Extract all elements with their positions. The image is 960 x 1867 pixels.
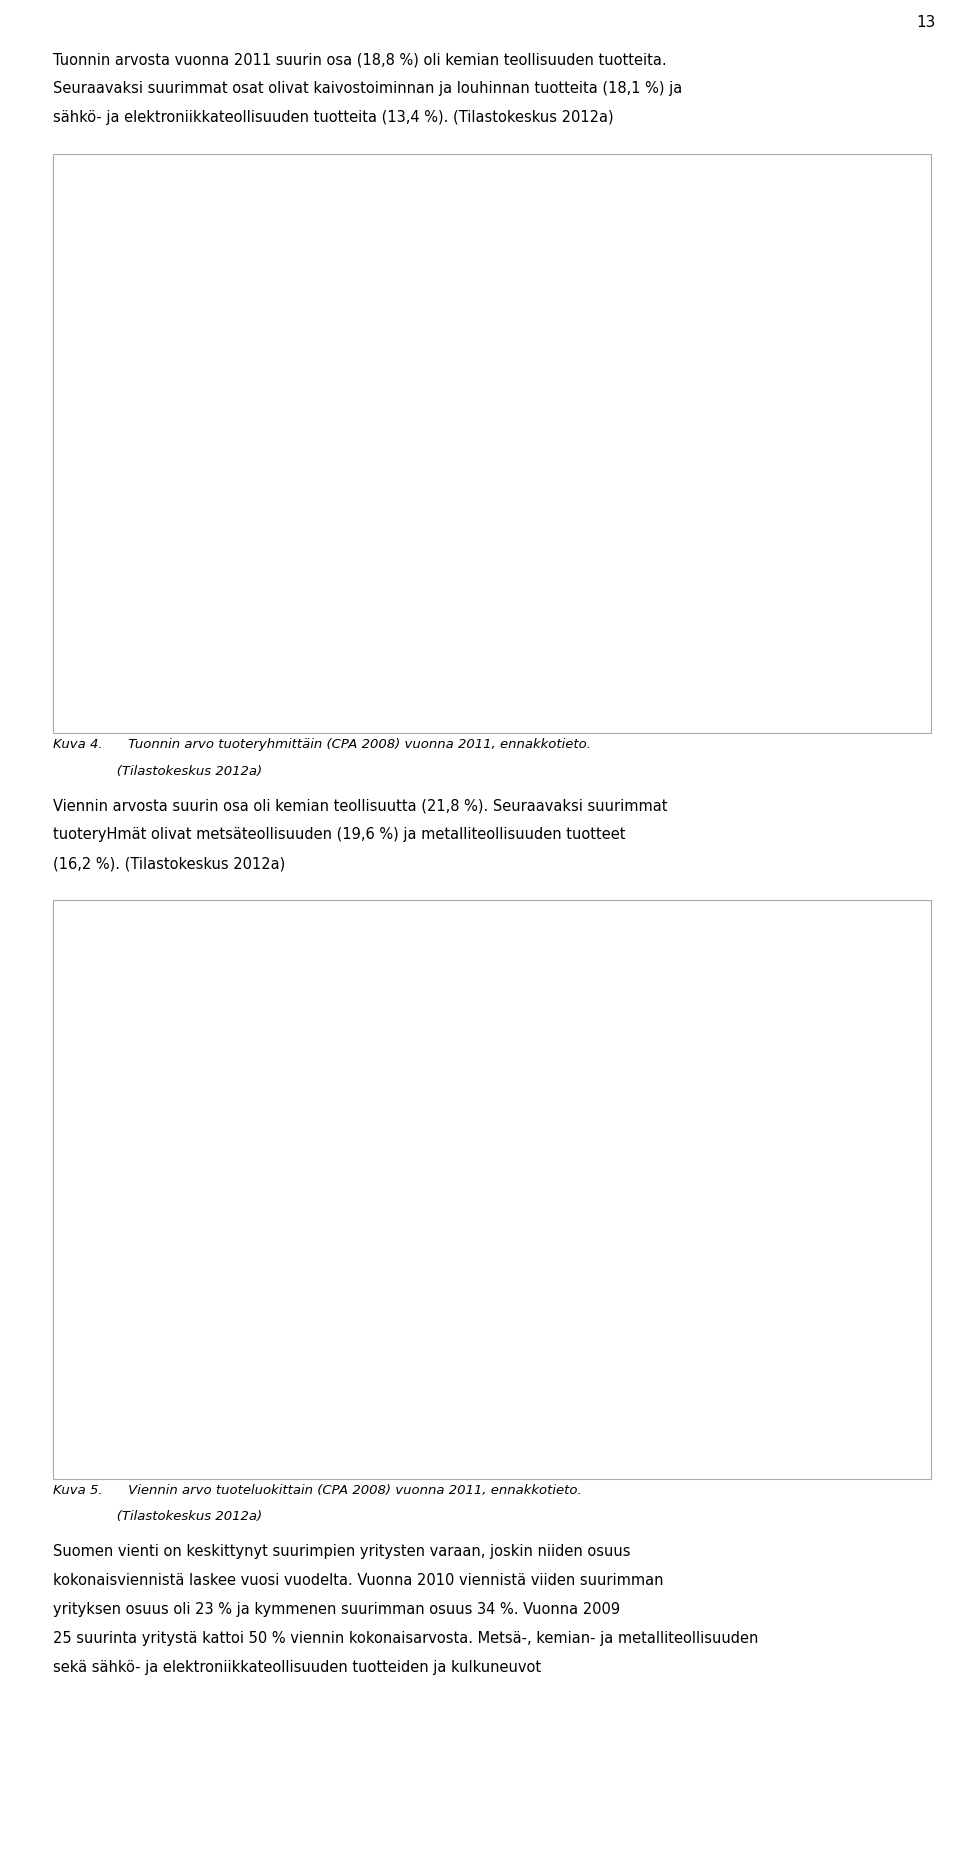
Wedge shape [295, 248, 470, 439]
Text: (Tilastokeskus 2012a): (Tilastokeskus 2012a) [53, 1510, 262, 1523]
Text: sähkö- ja elektroniikkateollisuuden tuotteita (13,4 %). (Tilastokeskus 2012a): sähkö- ja elektroniikkateollisuuden tuot… [53, 110, 613, 125]
Text: Kuva 4.      Tuonnin arvo tuoteryhmittäin (CPA 2008) vuonna 2011, ennakkotieto.: Kuva 4. Tuonnin arvo tuoteryhmittäin (CP… [53, 739, 590, 751]
Text: (16,2 %). (Tilastokeskus 2012a): (16,2 %). (Tilastokeskus 2012a) [53, 855, 285, 872]
Text: 18,8 %: 18,8 % [371, 317, 420, 332]
Text: 13,4 %: 13,4 % [348, 558, 396, 571]
Text: (Tilastokeskus 2012a): (Tilastokeskus 2012a) [53, 765, 262, 777]
Text: 18,1 %: 18,1 % [429, 456, 478, 470]
Text: 13,4 %: 13,4 % [112, 1150, 160, 1165]
Text: sekä sähkö- ja elektroniikkateollisuuden tuotteiden ja kulkuneuvot: sekä sähkö- ja elektroniikkateollisuuden… [53, 1660, 540, 1675]
Wedge shape [295, 995, 481, 1186]
Wedge shape [196, 439, 295, 629]
Wedge shape [105, 248, 295, 538]
Text: 13,9 %: 13,9 % [138, 1262, 187, 1275]
Wedge shape [208, 1186, 393, 1374]
Text: Kuva 5.      Viennin arvo tuoteluokittain (CPA 2008) vuonna 2011, ennakkotieto.: Kuva 5. Viennin arvo tuoteluokittain (CP… [53, 1484, 582, 1497]
Text: 21,8 %: 21,8 % [381, 1072, 429, 1087]
Text: yrityksen osuus oli 23 % ja kymmenen suurimman osuus 34 %. Vuonna 2009: yrityksen osuus oli 23 % ja kymmenen suu… [53, 1602, 620, 1617]
Text: kokonaisviennistä laskee vuosi vuodelta. Vuonna 2010 viennistä viiden suurimman: kokonaisviennistä laskee vuosi vuodelta.… [53, 1572, 663, 1589]
Legend: Kemian teollisuuden tuotteet, Kaivostoiminnan ja louhinnan
tuotteet, Sähkö- ja
e: Kemian teollisuuden tuotteet, Kaivostoim… [551, 179, 772, 362]
Text: 19,6 %: 19,6 % [420, 1232, 468, 1247]
Wedge shape [291, 439, 434, 629]
Wedge shape [140, 995, 295, 1186]
Wedge shape [295, 366, 485, 568]
Wedge shape [105, 1075, 295, 1227]
Text: 16,2 %: 16,2 % [300, 1314, 348, 1327]
Text: 15,2 %: 15,2 % [183, 1057, 232, 1070]
Text: Tuonnin arvosta vuonna 2011 suurin osa (18,8 %) oli kemian teollisuuden tuotteit: Tuonnin arvosta vuonna 2011 suurin osa (… [53, 52, 666, 67]
Text: Viennin arvosta suurin osa oli kemian teollisuutta (21,8 %). Seuraavaksi suurimm: Viennin arvosta suurin osa oli kemian te… [53, 799, 667, 814]
Text: 8,4 %: 8,4 % [217, 564, 256, 577]
Text: 7,5 %: 7,5 % [159, 528, 199, 543]
Legend: Kemian teollisuuden tuotteet, Metsäteollisuuden tuotteet, Metallit ja metallituo: Kemian teollisuuden tuotteet, Metsäteoll… [551, 926, 802, 1077]
Wedge shape [109, 1186, 295, 1354]
Text: tuoteryHmät olivat metsäteollisuuden (19,6 %) ja metalliteollisuuden tuotteet: tuoteryHmät olivat metsäteollisuuden (19… [53, 827, 625, 842]
Wedge shape [133, 439, 295, 601]
Text: Suomen vienti on keskittynyt suurimpien yritysten varaan, joskin niiden osuus: Suomen vienti on keskittynyt suurimpien … [53, 1544, 631, 1559]
Wedge shape [295, 1146, 485, 1348]
Text: Seuraavaksi suurimmat osat olivat kaivostoiminnan ja louhinnan tuotteita (18,1 %: Seuraavaksi suurimmat osat olivat kaivos… [53, 80, 682, 97]
Text: 25 suurinta yritystä kattoi 50 % viennin kokonaisarvosta. Metsä-, kemian- ja met: 25 suurinta yritystä kattoi 50 % viennin… [53, 1632, 758, 1647]
Text: 13: 13 [917, 15, 936, 30]
Text: 33,8 %: 33,8 % [128, 366, 176, 379]
